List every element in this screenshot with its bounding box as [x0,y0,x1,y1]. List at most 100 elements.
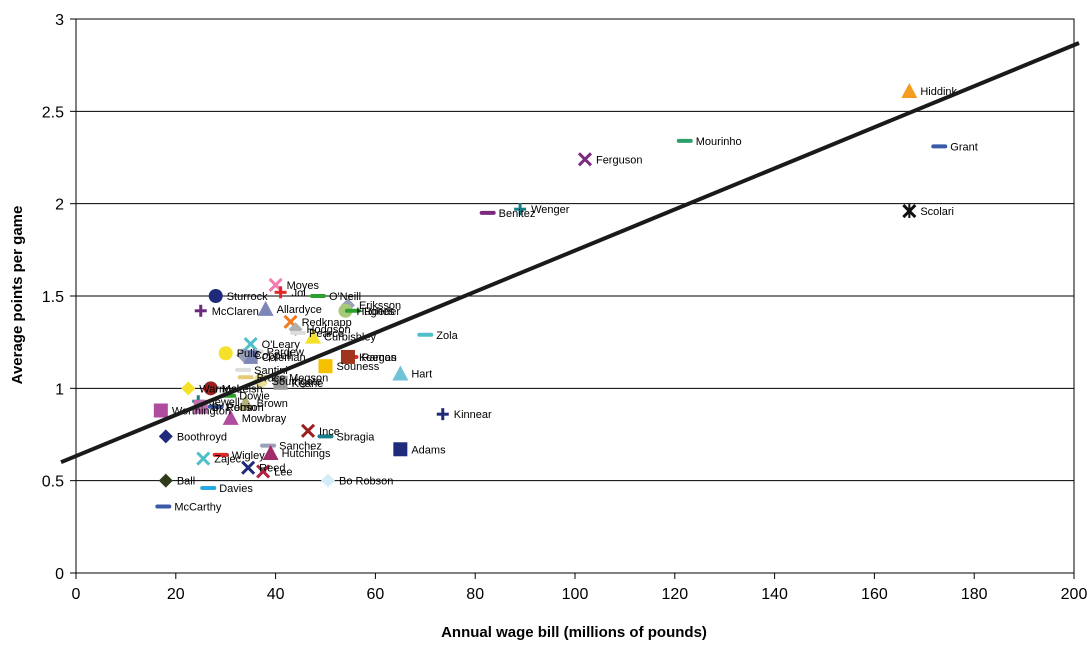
x-tick-labels: 0 20 40 60 80 100 120 140 160 180 200 [72,586,1088,603]
x-tick-label: 60 [367,586,385,603]
y-tick-label: 0 [55,566,64,583]
point-label: Brown [257,398,288,410]
point-label: Sturrock [227,291,268,303]
data-point [236,348,251,363]
point-label: Eriksson [359,300,401,312]
data-point [241,460,256,475]
data-point [181,381,196,396]
point-label: Adams [411,444,446,456]
point-label: Ramos [361,352,396,364]
point-label: Redknapp [302,317,352,329]
point-label: Pulis [237,348,261,360]
data-point [274,286,287,299]
point-label: Keane [292,378,324,390]
point-label: Scolari [920,206,954,218]
point-label: McClaren [212,306,259,318]
point-label: Allardyce [277,304,322,316]
data-point [257,300,274,316]
point-label: Grant [950,141,978,153]
data-point [153,403,168,418]
point-label: Mowbray [242,413,287,425]
point-label: Souness [337,361,380,373]
x-tick-label: 200 [1061,586,1088,603]
x-tick-label: 100 [562,586,589,603]
data-point [196,451,211,466]
x-tick-label: 120 [661,586,688,603]
point-label: Coppell [254,350,291,362]
point-label: Boothroyd [177,431,227,443]
trend-line [60,41,1080,465]
data-point [208,289,223,303]
point-label: Wigley [232,450,266,462]
point-label: McCarthy [174,502,222,514]
point-label: Perrin [227,402,256,414]
data-point [392,365,409,381]
point-label: Reed [259,463,285,475]
point-label: Hodgson [307,324,351,336]
y-tick-labels: 0 0.5 1 1.5 2 2.5 3 [42,12,64,583]
x-axis-title: Annual wage bill (millions of pounds) [441,624,707,641]
data-point [577,152,593,167]
point-label: Ball [177,476,195,488]
y-axis-title: Average points per game [9,206,26,385]
data-point [262,444,279,460]
point-label: Ferguson [596,154,642,166]
y-tick-label: 2.5 [42,104,64,121]
data-point [436,408,449,421]
point-label: Megson [289,372,328,384]
x-tick-label: 140 [761,586,788,603]
point-label: Pearce [309,328,344,340]
point-label: Ince [319,426,340,438]
point-label: Sbragia [337,431,376,443]
point-label: Benitez [499,208,536,220]
point-label: Lee [274,466,292,478]
data-point [158,429,173,444]
point-label: Jol [292,287,306,299]
data-point [218,346,233,361]
x-tick-label: 180 [961,586,988,603]
data-point [320,473,335,488]
point-label: Kinnear [454,409,492,421]
data-point [243,336,258,352]
data-point [514,203,527,216]
data-point [305,328,322,344]
point-label: Bruce [257,372,286,384]
data-point [393,442,408,457]
point-label: Zola [436,330,458,342]
point-label: Moyes [287,280,320,292]
data-point [273,375,288,390]
data-point [158,473,173,488]
point-label: Roeder [364,306,400,318]
point-label: Br Robson [212,402,264,414]
data-point [222,409,239,425]
point-label: Dowie [239,391,270,403]
point-label: Wenger [531,204,570,216]
axes [70,18,1075,579]
data-point [256,464,271,479]
data-point [902,203,917,219]
data-point [203,381,218,396]
point-label: Mourinho [696,136,742,148]
x-tick-label: 80 [466,586,484,603]
data-point [237,395,254,411]
point-label: O'Neill [329,291,361,303]
point-label: Hughes [356,306,394,318]
point-label: Hutchings [282,448,331,460]
point-label: Davies [219,483,253,495]
point-label: Curbishley [324,332,376,344]
point-label: O'Leary [262,339,301,351]
x-tick-label: 0 [72,586,81,603]
y-tick-label: 2 [55,197,64,214]
x-tick-label: 40 [267,586,285,603]
data-point [300,423,316,438]
y-tick-label: 1.5 [42,289,64,306]
data-point [318,359,333,374]
data-point [194,304,207,317]
x-tick-label: 160 [861,586,888,603]
point-label: Coleman [262,352,306,364]
point-label: Hart [411,369,432,381]
point-label: Bo Robson [339,476,393,488]
data-point [340,349,355,364]
x-tick-label: 20 [167,586,185,603]
